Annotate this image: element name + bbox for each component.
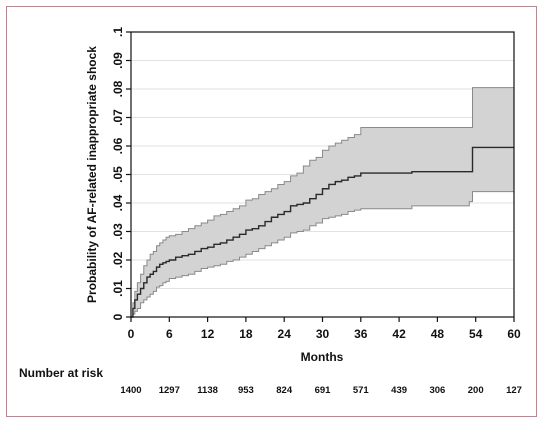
x-tick-label: 30 [316,327,330,341]
x-tick-label: 36 [354,327,368,341]
risk-count: 691 [315,385,332,396]
y-tick-label: .06 [111,137,125,154]
y-axis-label: Probability of AF-related inappropriate … [85,46,99,303]
x-tick-label: 24 [278,327,292,341]
y-tick-label: .04 [111,194,125,211]
x-axis-label: Months [301,350,344,364]
y-tick-label: .08 [111,80,125,97]
risk-table-label: Number at risk [19,366,103,380]
x-tick-label: 0 [128,327,135,341]
x-tick-label: 48 [431,327,445,341]
x-tick-label: 54 [469,327,483,341]
risk-count: 306 [429,385,445,396]
risk-count: 1400 [120,385,141,396]
ci-upper-line [131,87,514,318]
risk-count: 953 [238,385,254,396]
risk-count: 1138 [197,385,218,396]
y-tick-label: .01 [111,280,125,297]
x-tick-label: 60 [507,327,521,341]
risk-count: 200 [468,385,484,396]
y-tick-label: .1 [111,27,125,37]
risk-count: 127 [506,385,522,396]
y-tick-label: .03 [111,223,125,240]
estimate-line [131,146,514,318]
risk-count: 439 [391,385,407,396]
y-tick-label: .05 [111,166,125,183]
risk-count: 1297 [159,385,180,396]
estimate-series [131,146,514,318]
risk-table: 1400 1297 1138 953 824 691 571 439 306 200 127 [120,385,522,396]
y-tick-label: .02 [111,251,125,268]
y-tick-label: 0 [111,313,125,320]
x-tick-label: 42 [392,327,406,341]
risk-count: 571 [353,385,370,396]
x-tick-label: 6 [166,327,173,341]
confidence-band [131,87,514,318]
ci-lower-line [131,191,514,318]
x-tick-label: 18 [239,327,253,341]
y-axis: 0 .01 .02 .03 .04 .05 .06 .07 .08 .09 .1 [111,27,131,320]
x-tick-label: 12 [201,327,215,341]
x-axis: 0 6 12 18 24 30 36 42 48 54 60 [128,317,521,341]
risk-count: 824 [276,385,293,396]
y-tick-label: .09 [111,52,125,69]
y-tick-label: .07 [111,109,125,126]
ci-band-fill [131,87,514,317]
